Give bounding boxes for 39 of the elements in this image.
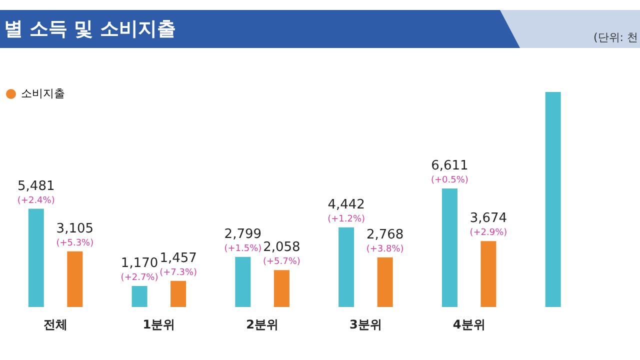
x-tick-label: 4분위 (452, 318, 486, 332)
annotation: (+2.7%) (120, 273, 158, 284)
data-label: 3,105 (56, 221, 94, 236)
text: (단위: 천 (594, 30, 638, 45)
bar (235, 256, 251, 307)
bar (67, 251, 83, 307)
annotation: (+5.7%) (262, 257, 300, 268)
x-tick-label: 2분위 (246, 318, 278, 332)
legend-label: 소비지출 (21, 87, 65, 100)
annotation: (+2.4%) (17, 196, 55, 206)
bar (170, 280, 186, 307)
data-label: 2,768 (366, 227, 404, 242)
annotation: (+1.5%) (224, 244, 262, 254)
annotation: (+3.8%) (366, 244, 404, 254)
bar (132, 286, 148, 307)
x-tick-label: 1분위 (142, 318, 176, 332)
annotation: (+2.9%) (470, 228, 508, 238)
annotation: (+5.3%) (56, 238, 94, 248)
data-label: 1,170 (120, 256, 158, 272)
bar (480, 241, 496, 307)
data-label: 3,674 (470, 211, 508, 226)
annotation: (+7.3%) (160, 268, 198, 278)
data-label: 4,442 (328, 197, 365, 212)
data-label: 5,481 (18, 178, 55, 194)
data-label: 1,457 (160, 250, 197, 266)
x-tick-label: 전체 (44, 318, 68, 332)
bar (377, 257, 393, 307)
data-label: 2,058 (263, 240, 300, 256)
bar (274, 270, 290, 307)
data-label: 2,799 (224, 226, 262, 242)
bar (338, 227, 354, 307)
annotation: (+1.2%) (328, 214, 366, 224)
bar (442, 188, 458, 307)
data-label: 6,611 (431, 158, 468, 174)
annotation: (+0.5%) (430, 176, 468, 186)
bar (28, 208, 44, 307)
bar (545, 92, 561, 307)
x-tick-label: 3분위 (350, 318, 382, 332)
chart-title: 별 소득 및 소비지출 (4, 17, 176, 42)
